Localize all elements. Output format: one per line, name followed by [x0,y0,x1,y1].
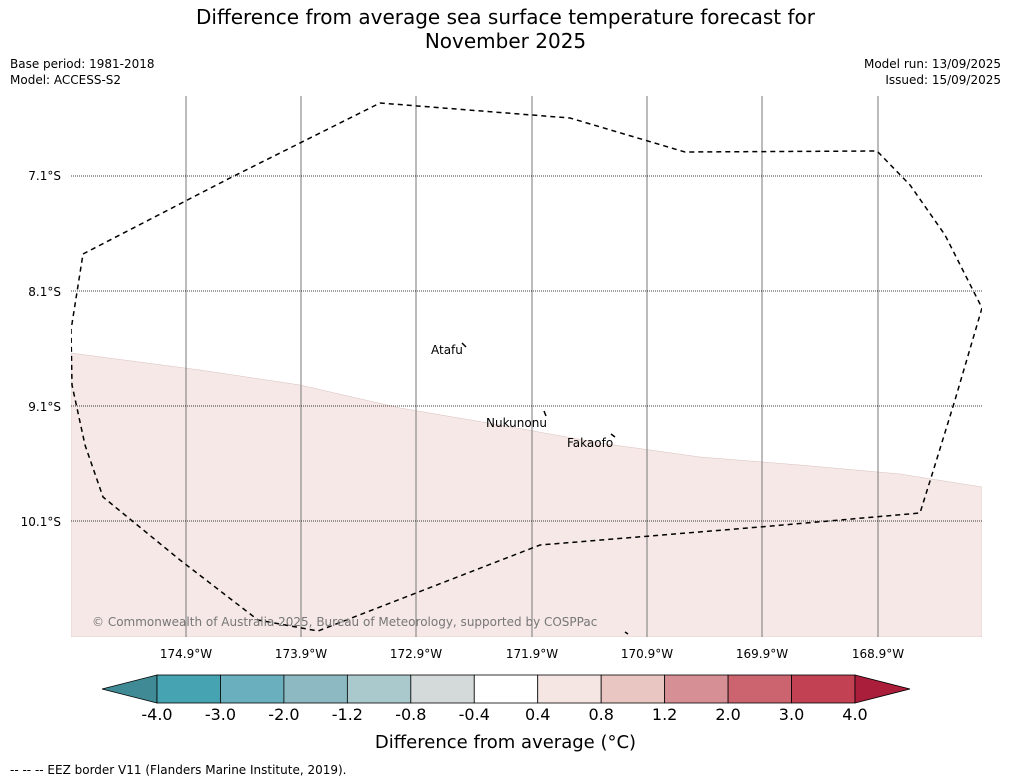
colorbar-tick-label: 4.0 [842,705,868,724]
issued-date: Issued: 15/09/2025 [885,73,1001,87]
colorbar-segment [346,674,412,704]
meta-left: Base period: 1981-2018 Model: ACCESS-S2 [10,56,155,88]
colorbar-segment [664,674,729,704]
colorbar-tick-label: -0.4 [458,705,490,724]
colorbar-extend-low [101,674,158,704]
colorbar-segment [727,674,792,704]
colorbar-tick-label: 2.0 [715,705,741,724]
colorbar-tick-label: 1.2 [651,705,678,724]
lon-label-3: 172.9°W [390,647,442,661]
lon-label-6: 169.9°W [736,647,788,661]
lat-label-4: 10.1°S [21,515,61,529]
colorbar-tick-label: -3.0 [204,705,237,724]
lon-label-1: 174.9°W [160,647,212,661]
title-line-2: November 2025 [424,29,587,53]
colorbar-tick-label: 3.0 [778,705,805,724]
lon-label-5: 170.9°W [621,647,673,661]
eez-border [71,102,982,632]
fakaofo-island [610,433,616,438]
colorbar-segment [283,674,348,704]
lon-label-2: 173.9°W [275,647,327,661]
eez-legend-text: -- -- -- EEZ border V11 (Flanders Marine… [10,763,347,777]
meta-right: Model run: 13/09/2025 Issued: 15/09/2025 [864,56,1001,88]
colorbar-segment [537,674,602,704]
colorbar [101,674,911,704]
colorbar-segment [410,674,475,704]
model-run: Model run: 13/09/2025 [863,57,1001,71]
place-label-atafu: Atafu [431,343,463,357]
colorbar-tick-label: -0.8 [395,705,427,724]
colorbar-segment [600,674,666,704]
model-name: Model: ACCESS-S2 [10,73,122,87]
small-island [624,631,629,635]
lat-label-2: 8.1°S [28,285,61,299]
anomaly-region [71,352,982,637]
base-period: Base period: 1981-2018 [10,57,155,71]
title-line-1: Difference from average sea surface temp… [195,5,815,29]
place-label-nukunonu: Nukunonu [486,416,547,430]
nukunonu-island [543,410,547,417]
colorbar-tick-label: -4.0 [141,705,173,724]
lat-label-3: 9.1°S [28,400,61,414]
colorbar-segment [220,674,285,704]
colorbar-segment [791,674,856,704]
colorbar-tick-label: -2.0 [268,705,300,724]
colorbar-extend-high [854,674,911,704]
longitude-gridlines [185,96,879,637]
chart-title: Difference from average sea surface temp… [0,5,1011,53]
lon-label-7: 168.9°W [852,647,904,661]
lon-label-4: 171.9°W [506,647,558,661]
atafu-island [461,342,467,348]
colorbar-tick-label: 0.4 [524,705,551,724]
place-label-fakaofo: Fakaofo [567,436,613,450]
colorbar-tick-label: -1.2 [331,705,363,724]
colorbar-title: Difference from average (°C) [374,732,637,753]
copyright-text: © Commonwealth of Australia 2025, Bureau… [92,615,597,629]
colorbar-segment [473,674,539,704]
lat-label-1: 7.1°S [28,169,61,183]
colorbar-tick-label: 0.8 [588,705,614,724]
colorbar-segment [156,674,221,704]
